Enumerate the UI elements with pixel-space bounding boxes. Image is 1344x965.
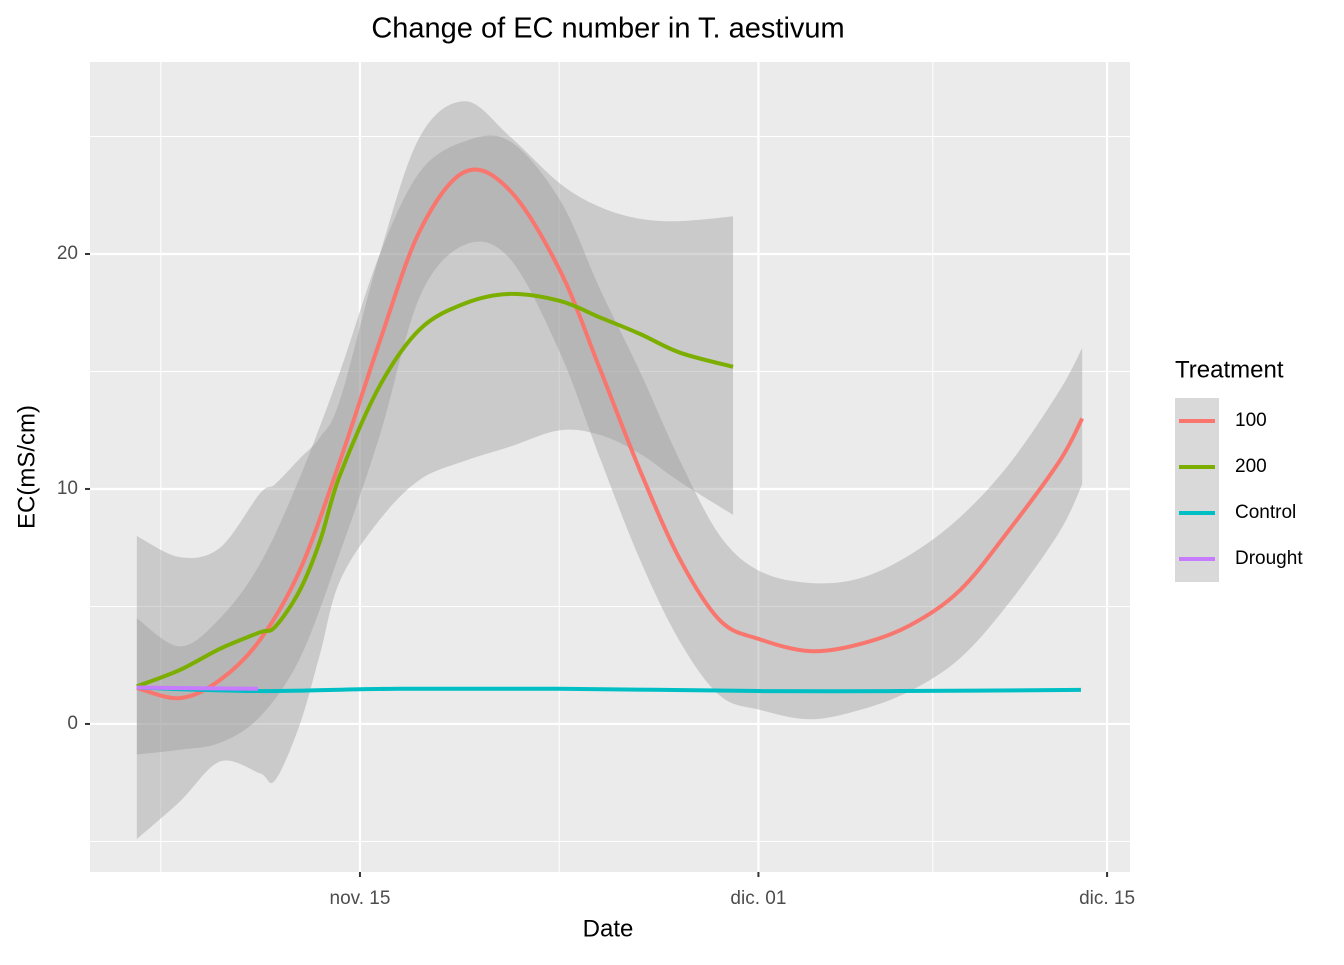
smooth-line [136, 685, 258, 691]
smooth-line [136, 291, 734, 689]
y-tick-label: 10 [57, 478, 78, 499]
y-axis-label: EC(mS/cm) [13, 405, 40, 529]
x-tick-label: dic. 15 [1079, 888, 1135, 909]
legend-label: Control [1235, 502, 1296, 523]
confidence-band [136, 101, 734, 840]
x-axis-label: Date [583, 915, 634, 942]
legend-label: 200 [1235, 456, 1267, 477]
smooth-line [136, 685, 1081, 694]
legend-label: Drought [1235, 548, 1303, 569]
chart-title: Change of EC number in T. aestivum [371, 13, 844, 45]
legend-label: 100 [1235, 410, 1267, 431]
x-tick-label: dic. 01 [730, 888, 786, 909]
y-tick-label: 20 [57, 243, 78, 264]
y-tick-label: 0 [67, 713, 78, 734]
smooth-line [136, 167, 1084, 701]
plot-panel [90, 62, 1130, 872]
legend-title: Treatment [1175, 356, 1284, 383]
x-tick-label: nov. 15 [330, 888, 391, 909]
confidence-band [136, 135, 1083, 755]
